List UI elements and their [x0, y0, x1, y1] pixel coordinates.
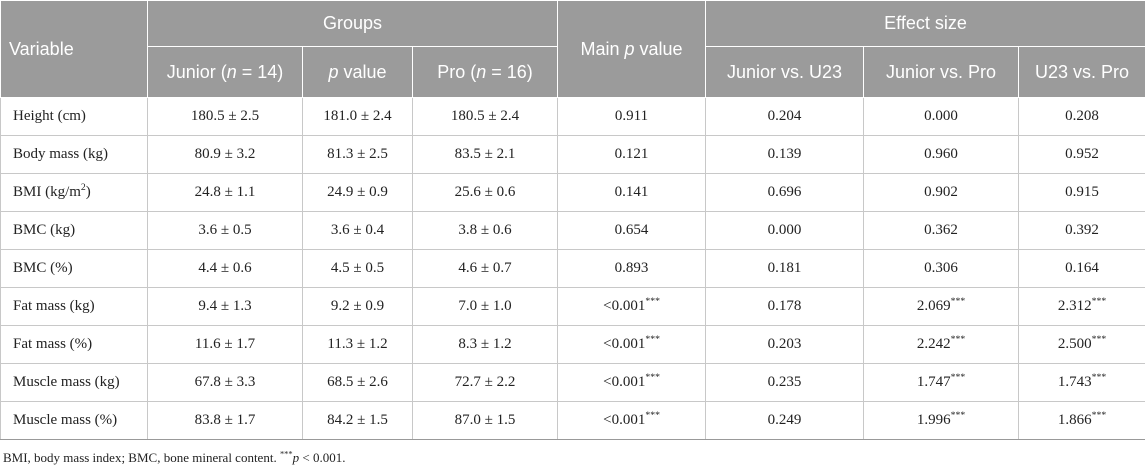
cell-junior-vs-u23: 0.204	[705, 97, 865, 136]
table-row: Fat mass (kg) 9.4 ± 1.3 9.2 ± 0.9 7.0 ± …	[0, 287, 1145, 326]
cell-main-p: <0.001***	[557, 401, 707, 440]
cell-junior-vs-pro: 0.902	[863, 173, 1020, 212]
table-row: Height (cm) 180.5 ± 2.5 181.0 ± 2.4 180.…	[0, 97, 1145, 136]
cell-junior-vs-u23: 0.696	[705, 173, 865, 212]
table-row: Fat mass (%) 11.6 ± 1.7 11.3 ± 1.2 8.3 ±…	[0, 325, 1145, 364]
cell-junior-vs-pro: 0.306	[863, 249, 1020, 288]
cell-u23-vs-pro: 2.500***	[1018, 325, 1145, 364]
cell-junior-vs-u23: 0.203	[705, 325, 865, 364]
cell-p-value: 3.6 ± 0.4	[302, 211, 413, 250]
header-effect-size: Effect size	[705, 0, 1145, 47]
cell-main-p: 0.911	[557, 97, 707, 136]
cell-p-value: 4.5 ± 0.5	[302, 249, 413, 288]
table-row: BMC (%) 4.4 ± 0.6 4.5 ± 0.5 4.6 ± 0.7 0.…	[0, 249, 1145, 288]
cell-variable: Body mass (kg)	[0, 135, 148, 174]
cell-junior: 67.8 ± 3.3	[147, 363, 303, 402]
cell-variable: Fat mass (kg)	[0, 287, 148, 326]
cell-variable: BMC (%)	[0, 249, 148, 288]
cell-junior-vs-pro: 1.996***	[863, 401, 1020, 440]
cell-junior: 80.9 ± 3.2	[147, 135, 303, 174]
cell-u23-vs-pro: 0.915	[1018, 173, 1145, 212]
cell-junior-vs-pro: 1.747***	[863, 363, 1020, 402]
cell-junior-vs-u23: 0.178	[705, 287, 865, 326]
cell-junior-vs-pro: 2.242***	[863, 325, 1020, 364]
cell-variable: Muscle mass (%)	[0, 401, 148, 440]
table-row: BMC (kg) 3.6 ± 0.5 3.6 ± 0.4 3.8 ± 0.6 0…	[0, 211, 1145, 250]
cell-u23-vs-pro: 0.164	[1018, 249, 1145, 288]
table-footnote: BMI, body mass index; BMC, bone mineral …	[3, 448, 346, 465]
cell-u23-vs-pro: 0.952	[1018, 135, 1145, 174]
cell-main-p: 0.121	[557, 135, 707, 174]
cell-u23-vs-pro: 1.866***	[1018, 401, 1145, 440]
cell-p-value: 24.9 ± 0.9	[302, 173, 413, 212]
cell-variable: BMC (kg)	[0, 211, 148, 250]
cell-junior: 11.6 ± 1.7	[147, 325, 303, 364]
header-variable: Variable	[0, 0, 148, 98]
cell-pro: 83.5 ± 2.1	[411, 135, 559, 174]
cell-junior-vs-pro: 0.362	[863, 211, 1020, 250]
cell-pro: 7.0 ± 1.0	[411, 287, 559, 326]
cell-pro: 4.6 ± 0.7	[411, 249, 559, 288]
header-p-value: p value	[302, 46, 413, 98]
table-row: Body mass (kg) 80.9 ± 3.2 81.3 ± 2.5 83.…	[0, 135, 1145, 174]
header-junior: Junior (n = 14)	[147, 46, 303, 98]
cell-variable: BMI (kg/m2)	[0, 173, 148, 212]
cell-p-value: 9.2 ± 0.9	[302, 287, 413, 326]
cell-pro: 25.6 ± 0.6	[411, 173, 559, 212]
cell-variable: Fat mass (%)	[0, 325, 148, 364]
data-table: Variable Groups Main p value Effect size…	[0, 0, 1145, 440]
cell-main-p: 0.654	[557, 211, 707, 250]
cell-pro: 8.3 ± 1.2	[411, 325, 559, 364]
cell-pro: 180.5 ± 2.4	[411, 97, 559, 136]
cell-junior-vs-pro: 2.069***	[863, 287, 1020, 326]
cell-pro: 3.8 ± 0.6	[411, 211, 559, 250]
cell-variable: Muscle mass (kg)	[0, 363, 148, 402]
table-body: Height (cm) 180.5 ± 2.5 181.0 ± 2.4 180.…	[0, 97, 1145, 440]
header-main-p-value: Main p value	[557, 0, 707, 98]
cell-junior-vs-pro: 0.000	[863, 97, 1020, 136]
header-row-subgroups: Junior (n = 14) p value Pro (n = 16) Jun…	[1, 46, 1145, 98]
cell-p-value: 84.2 ± 1.5	[302, 401, 413, 440]
cell-p-value: 68.5 ± 2.6	[302, 363, 413, 402]
cell-main-p: 0.141	[557, 173, 707, 212]
cell-p-value: 81.3 ± 2.5	[302, 135, 413, 174]
table-row: Muscle mass (kg) 67.8 ± 3.3 68.5 ± 2.6 7…	[0, 363, 1145, 402]
cell-u23-vs-pro: 2.312***	[1018, 287, 1145, 326]
cell-p-value: 11.3 ± 1.2	[302, 325, 413, 364]
cell-junior: 3.6 ± 0.5	[147, 211, 303, 250]
table-row: Muscle mass (%) 83.8 ± 1.7 84.2 ± 1.5 87…	[0, 401, 1145, 440]
cell-u23-vs-pro: 0.392	[1018, 211, 1145, 250]
cell-junior-vs-u23: 0.139	[705, 135, 865, 174]
cell-junior: 24.8 ± 1.1	[147, 173, 303, 212]
header-u23-vs-pro: U23 vs. Pro	[1018, 46, 1145, 98]
cell-junior: 9.4 ± 1.3	[147, 287, 303, 326]
cell-main-p: <0.001***	[557, 325, 707, 364]
header-junior-vs-u23: Junior vs. U23	[705, 46, 865, 98]
cell-u23-vs-pro: 1.743***	[1018, 363, 1145, 402]
cell-main-p: 0.893	[557, 249, 707, 288]
header-junior-vs-pro: Junior vs. Pro	[863, 46, 1020, 98]
table-row: BMI (kg/m2) 24.8 ± 1.1 24.9 ± 0.9 25.6 ±…	[0, 173, 1145, 212]
cell-junior: 4.4 ± 0.6	[147, 249, 303, 288]
cell-main-p: <0.001***	[557, 363, 707, 402]
cell-junior-vs-pro: 0.960	[863, 135, 1020, 174]
cell-p-value: 181.0 ± 2.4	[302, 97, 413, 136]
table-header: Variable Groups Main p value Effect size…	[0, 0, 1145, 98]
cell-variable: Height (cm)	[0, 97, 148, 136]
header-groups: Groups	[146, 0, 559, 47]
cell-u23-vs-pro: 0.208	[1018, 97, 1145, 136]
cell-junior-vs-u23: 0.235	[705, 363, 865, 402]
cell-junior-vs-u23: 0.000	[705, 211, 865, 250]
cell-main-p: <0.001***	[557, 287, 707, 326]
cell-pro: 87.0 ± 1.5	[411, 401, 559, 440]
cell-pro: 72.7 ± 2.2	[411, 363, 559, 402]
cell-junior-vs-u23: 0.181	[705, 249, 865, 288]
cell-junior-vs-u23: 0.249	[705, 401, 865, 440]
header-row-groups: Variable Groups Main p value Effect size	[0, 0, 1145, 98]
header-pro: Pro (n = 16)	[411, 46, 559, 98]
cell-junior: 180.5 ± 2.5	[147, 97, 303, 136]
cell-junior: 83.8 ± 1.7	[147, 401, 303, 440]
